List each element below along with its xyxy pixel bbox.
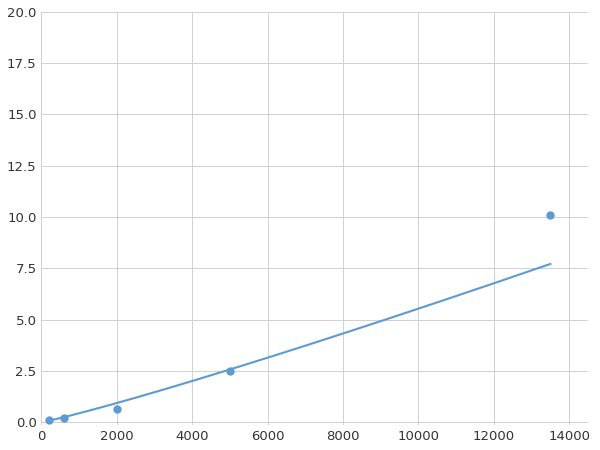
Point — [225, 367, 235, 374]
Point — [545, 212, 555, 219]
Point — [59, 414, 69, 422]
Point — [44, 416, 54, 423]
Point — [112, 405, 122, 412]
